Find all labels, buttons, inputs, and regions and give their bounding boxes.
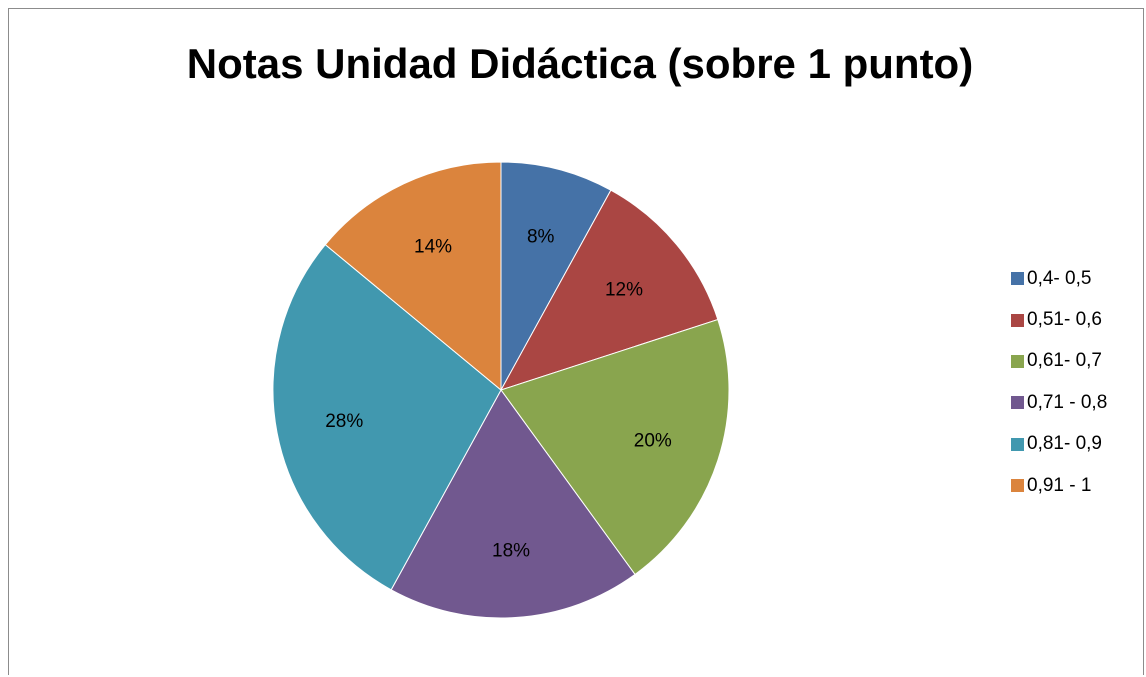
legend: 0,4- 0,5 0,51- 0,6 0,61- 0,7 0,71 - 0,8 0,81… bbox=[1011, 258, 1107, 506]
legend-swatch bbox=[1011, 354, 1024, 368]
legend-swatch bbox=[1011, 313, 1024, 327]
legend-item: 0,91 - 1 bbox=[1011, 465, 1107, 506]
pie-slice bbox=[390, 389, 636, 619]
legend-label: 0,61- 0,7 bbox=[1027, 350, 1102, 372]
pie-slice bbox=[272, 243, 502, 591]
legend-label: 0,81- 0,9 bbox=[1027, 433, 1102, 455]
legend-swatch bbox=[1011, 437, 1024, 451]
legend-label: 0,4- 0,5 bbox=[1027, 267, 1092, 289]
legend-label: 0,51- 0,6 bbox=[1027, 309, 1102, 331]
legend-label: 0,91 - 1 bbox=[1027, 474, 1092, 496]
pie-slice bbox=[499, 189, 719, 391]
chart-title: Notas Unidad Didáctica (sobre 1 punto) bbox=[186, 40, 974, 87]
legend-item: 0,71 - 0,8 bbox=[1011, 382, 1107, 423]
pie-slice bbox=[324, 161, 502, 392]
legend-item: 0,81- 0,9 bbox=[1011, 424, 1107, 465]
legend-swatch bbox=[1011, 396, 1024, 410]
slice-data-label: 12% bbox=[605, 279, 643, 300]
slice-data-label: 28% bbox=[325, 411, 363, 432]
legend-item: 0,61- 0,7 bbox=[1011, 341, 1107, 382]
legend-label: 0,71 - 0,8 bbox=[1027, 391, 1108, 413]
pie-slice bbox=[500, 318, 730, 576]
legend-swatch bbox=[1011, 479, 1024, 493]
slice-data-label: 14% bbox=[414, 237, 452, 258]
legend-swatch bbox=[1011, 272, 1024, 286]
slice-data-label: 20% bbox=[634, 430, 672, 451]
legend-item: 0,4- 0,5 bbox=[1011, 258, 1107, 299]
slice-data-label: 18% bbox=[492, 540, 530, 561]
pie-slice bbox=[500, 161, 612, 391]
slice-data-label: 8% bbox=[527, 226, 555, 247]
legend-item: 0,51- 0,6 bbox=[1011, 299, 1107, 340]
